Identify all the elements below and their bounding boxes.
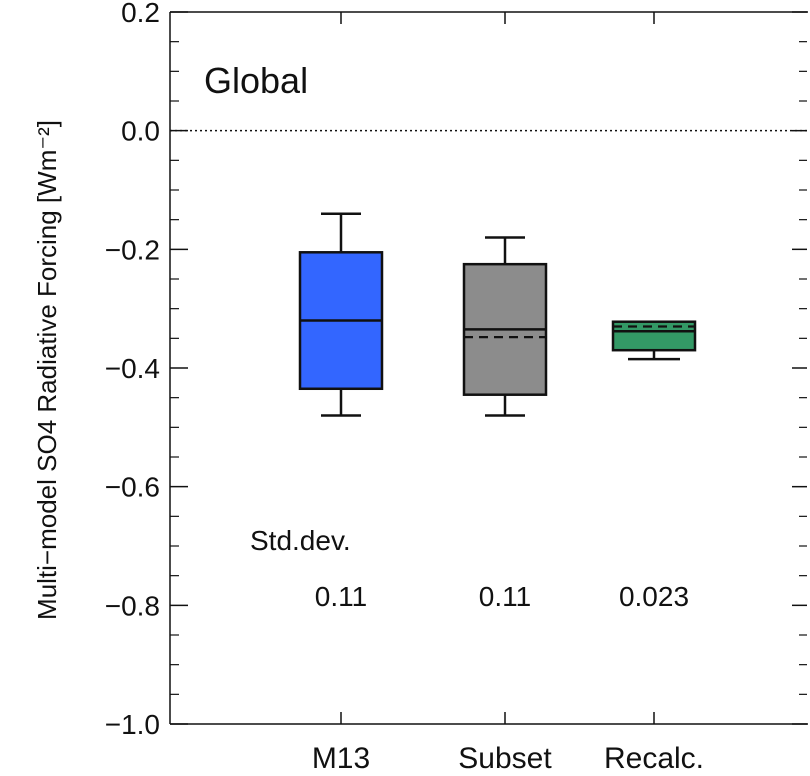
std-dev-value: 0.11 (479, 581, 531, 612)
box-series: 0.11 0.11 0.023 (298, 212, 697, 612)
box-m13: 0.11 (298, 212, 384, 612)
y-tick-label: 0.2 (121, 0, 160, 28)
x-tick-label: Subset (458, 742, 552, 775)
y-tick-label: −0.2 (105, 234, 160, 265)
y-tick-label: −0.6 (105, 472, 160, 503)
x-tick-label: Recalc. (604, 742, 704, 775)
y-tick-label: −1.0 (105, 709, 160, 740)
plot-title: Global (204, 60, 308, 101)
x-tick-label: M13 (312, 742, 370, 775)
iqr-box (611, 320, 697, 352)
std-dev-label: Std.dev. (250, 525, 351, 556)
box-subset: 0.11 (462, 236, 548, 612)
y-tick-label: 0.0 (121, 116, 160, 147)
std-dev-value: 0.023 (619, 581, 689, 612)
y-axis-label: Multi−model SO4 Radiative Forcing [Wm⁻²] (32, 120, 62, 620)
box-recalc: 0.023 (611, 320, 697, 612)
y-tick-label: −0.4 (105, 353, 160, 384)
y-axis-ticks: 0.2 0.0 −0.2 −0.4 −0.6 −0.8 −1.0 (105, 0, 807, 740)
std-dev-value: 0.11 (315, 581, 367, 612)
x-axis-ticks: M13 Subset Recalc. (312, 12, 704, 775)
y-tick-label: −0.8 (105, 590, 160, 621)
